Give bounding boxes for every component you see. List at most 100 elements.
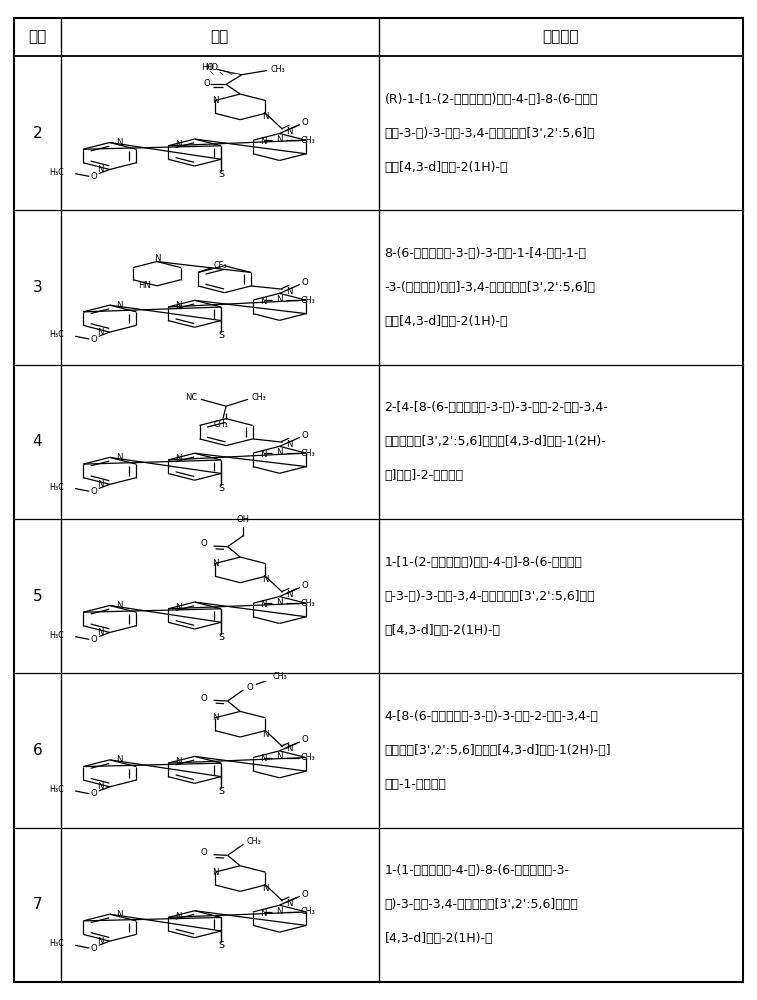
Text: N: N	[262, 884, 269, 893]
Text: H₃C: H₃C	[49, 330, 64, 339]
Text: 5: 5	[33, 589, 42, 604]
Text: N: N	[116, 301, 123, 310]
Text: N: N	[212, 868, 218, 877]
Text: O: O	[204, 79, 210, 88]
Text: N: N	[97, 628, 104, 637]
Text: N: N	[212, 713, 218, 722]
Text: 3: 3	[33, 280, 42, 295]
Text: 啶-3-基)-3-甲基-3,4-二氢噻吩并[3',2':5,6]吡啶: 啶-3-基)-3-甲基-3,4-二氢噻吩并[3',2':5,6]吡啶	[385, 590, 595, 603]
Text: N: N	[262, 730, 269, 739]
Text: 吡啶-3-基)-3-甲基-3,4-二氢噻吩并[3',2':5,6]吡: 吡啶-3-基)-3-甲基-3,4-二氢噻吩并[3',2':5,6]吡	[385, 127, 595, 140]
Text: 编号: 编号	[28, 29, 46, 44]
Text: CH₃: CH₃	[301, 753, 316, 762]
Text: N: N	[260, 137, 266, 146]
Text: N: N	[260, 297, 266, 306]
Text: 氢噻吩并[3',2':5,6]吡啶并[4,3-d]嘧啶-1(2H)-基]: 氢噻吩并[3',2':5,6]吡啶并[4,3-d]嘧啶-1(2H)-基]	[385, 744, 611, 757]
Text: 啶并[4,3-d]嘧啶-2(1H)-酮: 啶并[4,3-d]嘧啶-2(1H)-酮	[385, 315, 508, 328]
Text: H₃C: H₃C	[49, 483, 64, 492]
Text: S: S	[218, 633, 224, 642]
Text: N: N	[276, 135, 283, 144]
Text: N: N	[175, 757, 182, 766]
Text: CH₃: CH₃	[301, 599, 316, 608]
Text: 6: 6	[33, 743, 42, 758]
Text: 7: 7	[33, 897, 42, 912]
Text: CH₃: CH₃	[273, 672, 287, 681]
Text: S: S	[218, 941, 224, 950]
Text: N: N	[286, 590, 293, 599]
Text: O: O	[91, 172, 98, 181]
Text: N: N	[286, 899, 293, 908]
Text: O: O	[91, 635, 98, 644]
Text: N: N	[116, 910, 123, 919]
Text: N: N	[175, 140, 182, 149]
Text: O: O	[91, 789, 98, 798]
Text: N: N	[175, 454, 182, 463]
Text: O: O	[301, 118, 308, 127]
Text: HO: HO	[205, 63, 219, 72]
Text: N: N	[154, 254, 160, 263]
Text: 结构: 结构	[210, 29, 229, 44]
Text: HN: HN	[138, 281, 151, 290]
Text: N: N	[97, 480, 104, 489]
Text: 啶并[4,3-d]嘧啶-2(1H)-酮: 啶并[4,3-d]嘧啶-2(1H)-酮	[385, 161, 508, 174]
Text: CH₃: CH₃	[214, 420, 229, 429]
Text: N: N	[97, 165, 104, 174]
Text: N: N	[260, 450, 266, 459]
Text: N: N	[276, 907, 283, 916]
Text: O: O	[201, 848, 207, 857]
Text: OH: OH	[237, 515, 250, 524]
Text: 8-(6-甲氧基吡啶-3-基)-3-甲基-1-[4-哌嗪-1-基: 8-(6-甲氧基吡啶-3-基)-3-甲基-1-[4-哌嗪-1-基	[385, 247, 587, 260]
Text: O: O	[201, 539, 207, 548]
Text: O: O	[91, 487, 98, 496]
Text: N: N	[262, 112, 269, 121]
Text: N: N	[97, 782, 104, 791]
Text: N: N	[116, 138, 123, 147]
Text: 基)-3-甲基-3,4-二氢噻吩并[3',2':5,6]吡啶并: 基)-3-甲基-3,4-二氢噻吩并[3',2':5,6]吡啶并	[385, 898, 578, 911]
Text: H₃C: H₃C	[49, 631, 64, 640]
Text: O: O	[301, 278, 308, 287]
Text: 化学名称: 化学名称	[543, 29, 579, 44]
Text: H₃C: H₃C	[49, 168, 64, 177]
Text: N: N	[116, 601, 123, 610]
Text: 基]苯基]-2-甲基丙腈: 基]苯基]-2-甲基丙腈	[385, 469, 464, 482]
Text: O: O	[301, 735, 308, 744]
Text: CH₃: CH₃	[301, 907, 316, 916]
Text: N: N	[276, 752, 283, 761]
Text: CH₃: CH₃	[247, 837, 262, 846]
Text: 2-[4-[8-(6-甲氧基吡啶-3-基)-3-甲基-2-氧代-3,4-: 2-[4-[8-(6-甲氧基吡啶-3-基)-3-甲基-2-氧代-3,4-	[385, 401, 609, 414]
Text: HO: HO	[201, 63, 213, 72]
Text: N: N	[276, 295, 283, 304]
Text: N: N	[97, 328, 104, 337]
Text: N: N	[175, 301, 182, 310]
Text: (R)-1-[1-(2-羟基丙酰基)哌啶-4-基]-8-(6-甲氧基: (R)-1-[1-(2-羟基丙酰基)哌啶-4-基]-8-(6-甲氧基	[385, 93, 598, 106]
Text: 1-[1-(2-羟基乙酰基)哌啶-4-基]-8-(6-甲氧基吡: 1-[1-(2-羟基乙酰基)哌啶-4-基]-8-(6-甲氧基吡	[385, 556, 582, 569]
Text: 2: 2	[33, 126, 42, 141]
Text: S: S	[218, 331, 224, 340]
Text: CH₃: CH₃	[301, 136, 316, 145]
Text: N: N	[260, 600, 266, 609]
Text: CH₃: CH₃	[252, 393, 266, 402]
Text: N: N	[260, 909, 266, 918]
Text: N: N	[212, 559, 218, 568]
Text: CF₃: CF₃	[213, 261, 226, 270]
Text: N: N	[97, 937, 104, 946]
Text: N: N	[286, 127, 293, 136]
Text: H₃C: H₃C	[49, 785, 64, 794]
Text: O: O	[91, 335, 98, 344]
Text: N: N	[262, 575, 269, 584]
Text: 二氢噻吩并[3',2':5,6]吡啶并[4,3-d]嘧啶-1(2H)-: 二氢噻吩并[3',2':5,6]吡啶并[4,3-d]嘧啶-1(2H)-	[385, 435, 606, 448]
Text: CH₃: CH₃	[301, 296, 316, 305]
Text: 并[4,3-d]嘧啶-2(1H)-酮: 并[4,3-d]嘧啶-2(1H)-酮	[385, 624, 500, 637]
Text: CH₃: CH₃	[270, 65, 285, 74]
Text: S: S	[218, 170, 224, 179]
Text: O: O	[301, 890, 308, 899]
Text: O: O	[301, 431, 308, 440]
Text: S: S	[218, 787, 224, 796]
Text: N: N	[286, 744, 293, 753]
Text: N: N	[175, 603, 182, 612]
Text: 4: 4	[33, 434, 42, 449]
Text: O: O	[91, 944, 98, 953]
Text: CH₃: CH₃	[301, 449, 316, 458]
Text: 4-[8-(6-甲氧基吡啶-3-基)-3-甲基-2-氧代-3,4-二: 4-[8-(6-甲氧基吡啶-3-基)-3-甲基-2-氧代-3,4-二	[385, 710, 599, 723]
Text: NC: NC	[185, 393, 198, 402]
